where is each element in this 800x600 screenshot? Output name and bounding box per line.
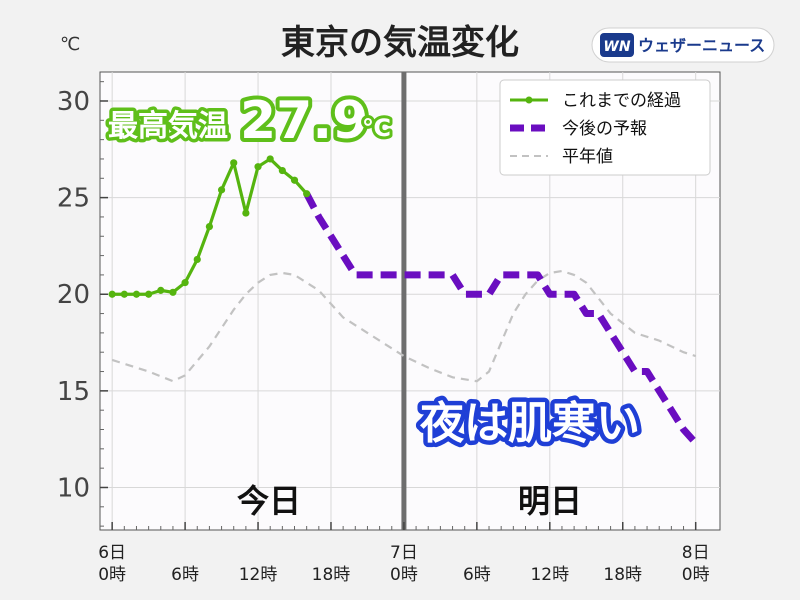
logo-mark-box: [600, 33, 634, 57]
xtick-label-hour: 6時: [463, 565, 491, 585]
xtick-label-hour: 0時: [98, 565, 126, 585]
day-label-today: 今日: [237, 482, 301, 520]
unit-label: ℃: [60, 34, 80, 55]
day-label-tomorrow: 明日: [518, 482, 582, 520]
xtick-label-hour: 12時: [530, 565, 569, 585]
chart-title: 東京の気温変化: [281, 23, 519, 63]
series-observed-point: [254, 163, 262, 171]
xtick-label-hour: 12時: [239, 565, 278, 585]
ytick-label: 10: [57, 473, 90, 503]
series-observed-point: [157, 286, 165, 294]
ytick-label: 30: [57, 87, 90, 117]
series-observed-point: [120, 290, 128, 298]
weathernews-logo: WN ウェザーニュース: [591, 27, 775, 63]
legend-label-forecast: 今後の予報: [562, 119, 647, 139]
max-temp-annotation: 最高気温 27.9 ℃: [105, 87, 395, 155]
logo-text: ウェザーニュース: [638, 36, 765, 55]
ytick-label: 20: [57, 280, 90, 310]
logo-badge: [591, 27, 775, 63]
series-forecast-line: [303, 192, 699, 446]
xtick-label-hour: 18時: [312, 565, 351, 585]
series: [108, 155, 699, 446]
callout-chilly-night: 夜は肌寒い: [419, 398, 640, 449]
y-axis: 10 15 20 25 30: [57, 81, 108, 527]
xtick-label-hour: 0時: [390, 565, 418, 585]
series-observed-point: [230, 159, 238, 167]
series-observed-point: [181, 279, 189, 287]
ytick-label: 25: [57, 184, 90, 214]
series-observed-point: [169, 288, 177, 296]
xtick-label-hour: 6時: [171, 565, 199, 585]
series-normal-line: [111, 269, 697, 383]
max-temp-value: 27.9: [240, 91, 368, 151]
xtick-label-day: 7日: [390, 543, 418, 563]
series-observed-point: [108, 290, 116, 298]
max-temp-unit: ℃: [362, 114, 391, 142]
max-temp-label: 最高気温: [108, 109, 228, 144]
legend-label-normal: 平年値: [562, 147, 613, 167]
series-observed-point: [205, 222, 214, 231]
series-observed-point: [278, 166, 286, 175]
series-observed-point: [145, 290, 153, 298]
legend-box: [499, 79, 711, 176]
xtick-label-day: 8日: [682, 543, 710, 563]
series-observed-point: [266, 155, 274, 163]
series-observed-point: [303, 190, 311, 198]
series-observed-point: [132, 290, 141, 298]
series-observed-point: [193, 255, 201, 264]
series-observed-point: [217, 186, 226, 194]
legend: これまでの経過 今後の予報 平年値: [499, 79, 711, 176]
xtick-label-day: 6日: [98, 543, 126, 563]
xtick-label-hour: 0時: [682, 565, 710, 585]
ytick-label: 15: [57, 377, 90, 407]
legend-label-observed: これまでの経過: [562, 91, 681, 111]
logo-mark: WN: [603, 39, 630, 55]
series-observed-point: [290, 176, 299, 184]
legend-marker-observed: [525, 96, 533, 104]
series-observed-point: [242, 209, 250, 217]
xtick-label-hour: 18時: [603, 565, 642, 585]
